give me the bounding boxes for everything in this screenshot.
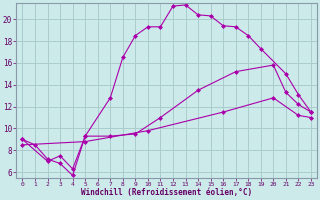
X-axis label: Windchill (Refroidissement éolien,°C): Windchill (Refroidissement éolien,°C) <box>81 188 252 197</box>
